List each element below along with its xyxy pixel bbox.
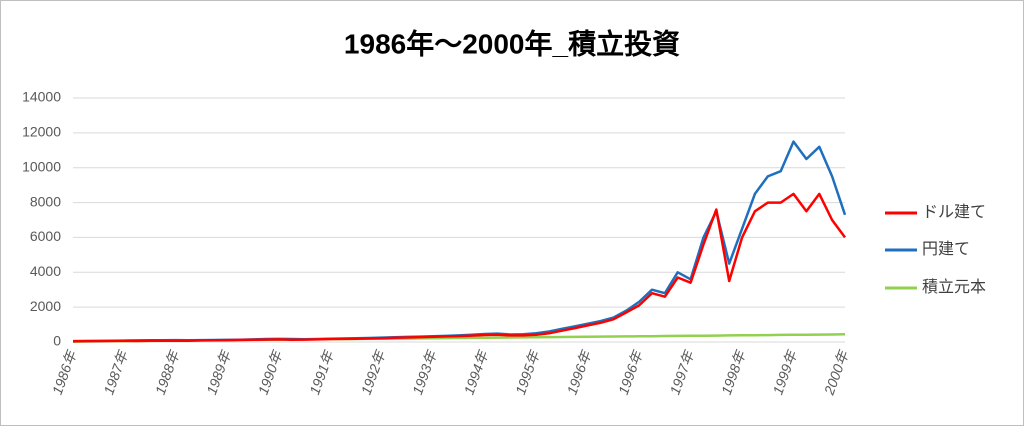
y-tick-label: 12000: [22, 124, 61, 140]
y-tick-label: 6000: [30, 228, 61, 244]
legend-label: 積立元本: [922, 278, 986, 296]
y-tick-label: 0: [53, 333, 61, 349]
legend-label: ドル建て: [922, 203, 986, 221]
legend-label: 円建て: [922, 240, 970, 258]
y-tick-label: 14000: [22, 89, 61, 105]
y-tick-label: 10000: [22, 158, 61, 174]
y-tick-label: 4000: [30, 263, 61, 279]
y-tick-label: 2000: [30, 298, 61, 314]
y-tick-label: 8000: [30, 193, 61, 209]
series-line: [72, 192, 847, 343]
chart-title: 1986年～2000年_積立投資: [344, 27, 680, 59]
